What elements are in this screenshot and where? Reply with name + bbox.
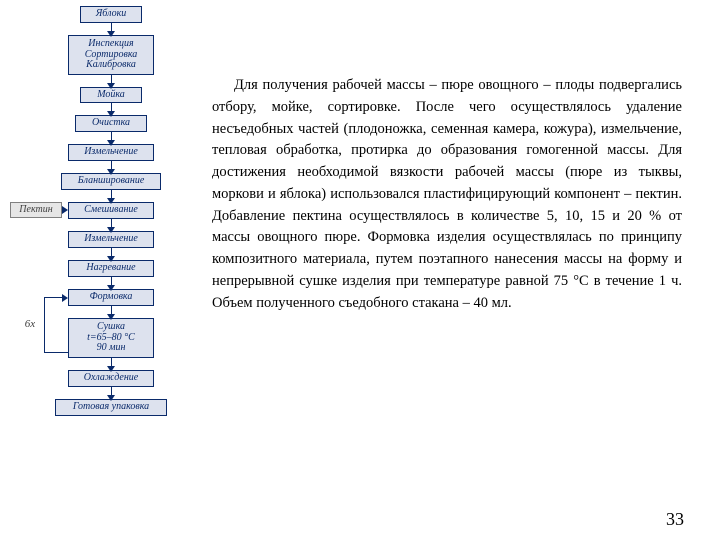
flow-arrow-head <box>107 366 115 372</box>
flow-node-n3: Очистка <box>75 115 147 132</box>
flow-node-label: Формовка <box>90 292 133 303</box>
side-input-pectin: Пектин <box>10 202 62 218</box>
flow-node-label: Калибровка <box>86 60 136 71</box>
flow-node-n2: Мойка <box>80 87 142 103</box>
flow-arrow-line <box>111 387 112 395</box>
flow-node-label: Охлаждение <box>84 373 138 384</box>
flow-arrow-head <box>107 285 115 291</box>
flow-arrow-line <box>111 190 112 198</box>
flow-arrow-line <box>111 358 112 366</box>
flow-arrow-head <box>107 83 115 89</box>
flow-arrow-line <box>111 161 112 169</box>
flow-node-label: Готовая упаковка <box>73 402 149 413</box>
flow-arrow-line <box>111 75 112 83</box>
flow-arrow-head <box>107 31 115 37</box>
flow-node-label: Бланширование <box>78 176 145 187</box>
flow-arrow-line <box>111 277 112 285</box>
flow-node-n1: ИнспекцияСортировкаКалибровка <box>68 35 154 75</box>
flow-node-n11: Охлаждение <box>68 370 154 387</box>
flow-node-n8: Нагревание <box>68 260 154 277</box>
flow-arrow-head <box>107 111 115 117</box>
flow-node-label: 90 мин <box>97 343 126 354</box>
flow-node-n9: Формовка <box>68 289 154 306</box>
flow-arrow-line <box>111 306 112 314</box>
flow-node-label: Измельчение <box>84 147 138 158</box>
flow-node-n6: Смешивание <box>68 202 154 219</box>
flow-node-n10: Сушкаt=65–80 °C90 мин <box>68 318 154 358</box>
body-paragraph: Для получения рабочей массы – пюре овощн… <box>212 75 682 314</box>
flow-arrow-line <box>111 23 112 31</box>
flow-arrow-head <box>107 198 115 204</box>
flow-arrow-line <box>111 248 112 256</box>
flow-node-label: Очистка <box>92 118 130 129</box>
flow-arrow-head <box>107 169 115 175</box>
flow-node-label: Мойка <box>97 90 125 101</box>
flow-node-n7: Измельчение <box>68 231 154 248</box>
flow-arrow-head <box>107 314 115 320</box>
page: Яблоки ИнспекцияСортировкаКалибровка Мойка… <box>0 0 720 540</box>
flow-arrow-head <box>107 395 115 401</box>
flowchart: Яблоки ИнспекцияСортировкаКалибровка Мойка… <box>0 0 200 540</box>
side-arrow-head <box>62 206 68 214</box>
flow-node-n12: Готовая упаковка <box>55 399 167 416</box>
loop-label: 6x <box>18 318 42 330</box>
flow-node-label: Измельчение <box>84 234 138 245</box>
flow-arrow-head <box>107 140 115 146</box>
flow-node-n0: Яблоки <box>80 6 142 23</box>
paragraph-text: Для получения рабочей массы – пюре овощн… <box>212 77 682 311</box>
flow-node-label: Яблоки <box>96 9 127 20</box>
flow-arrow-line <box>111 132 112 140</box>
flow-arrow-line <box>111 103 112 111</box>
flow-arrow-line <box>111 219 112 227</box>
flow-arrow-head <box>107 227 115 233</box>
flow-node-label: Нагревание <box>86 263 135 274</box>
flow-node-n5: Бланширование <box>61 173 161 190</box>
flow-node-label: Смешивание <box>84 205 138 216</box>
page-number: 33 <box>666 509 684 530</box>
flow-arrow-head <box>107 256 115 262</box>
flow-node-n4: Измельчение <box>68 144 154 161</box>
